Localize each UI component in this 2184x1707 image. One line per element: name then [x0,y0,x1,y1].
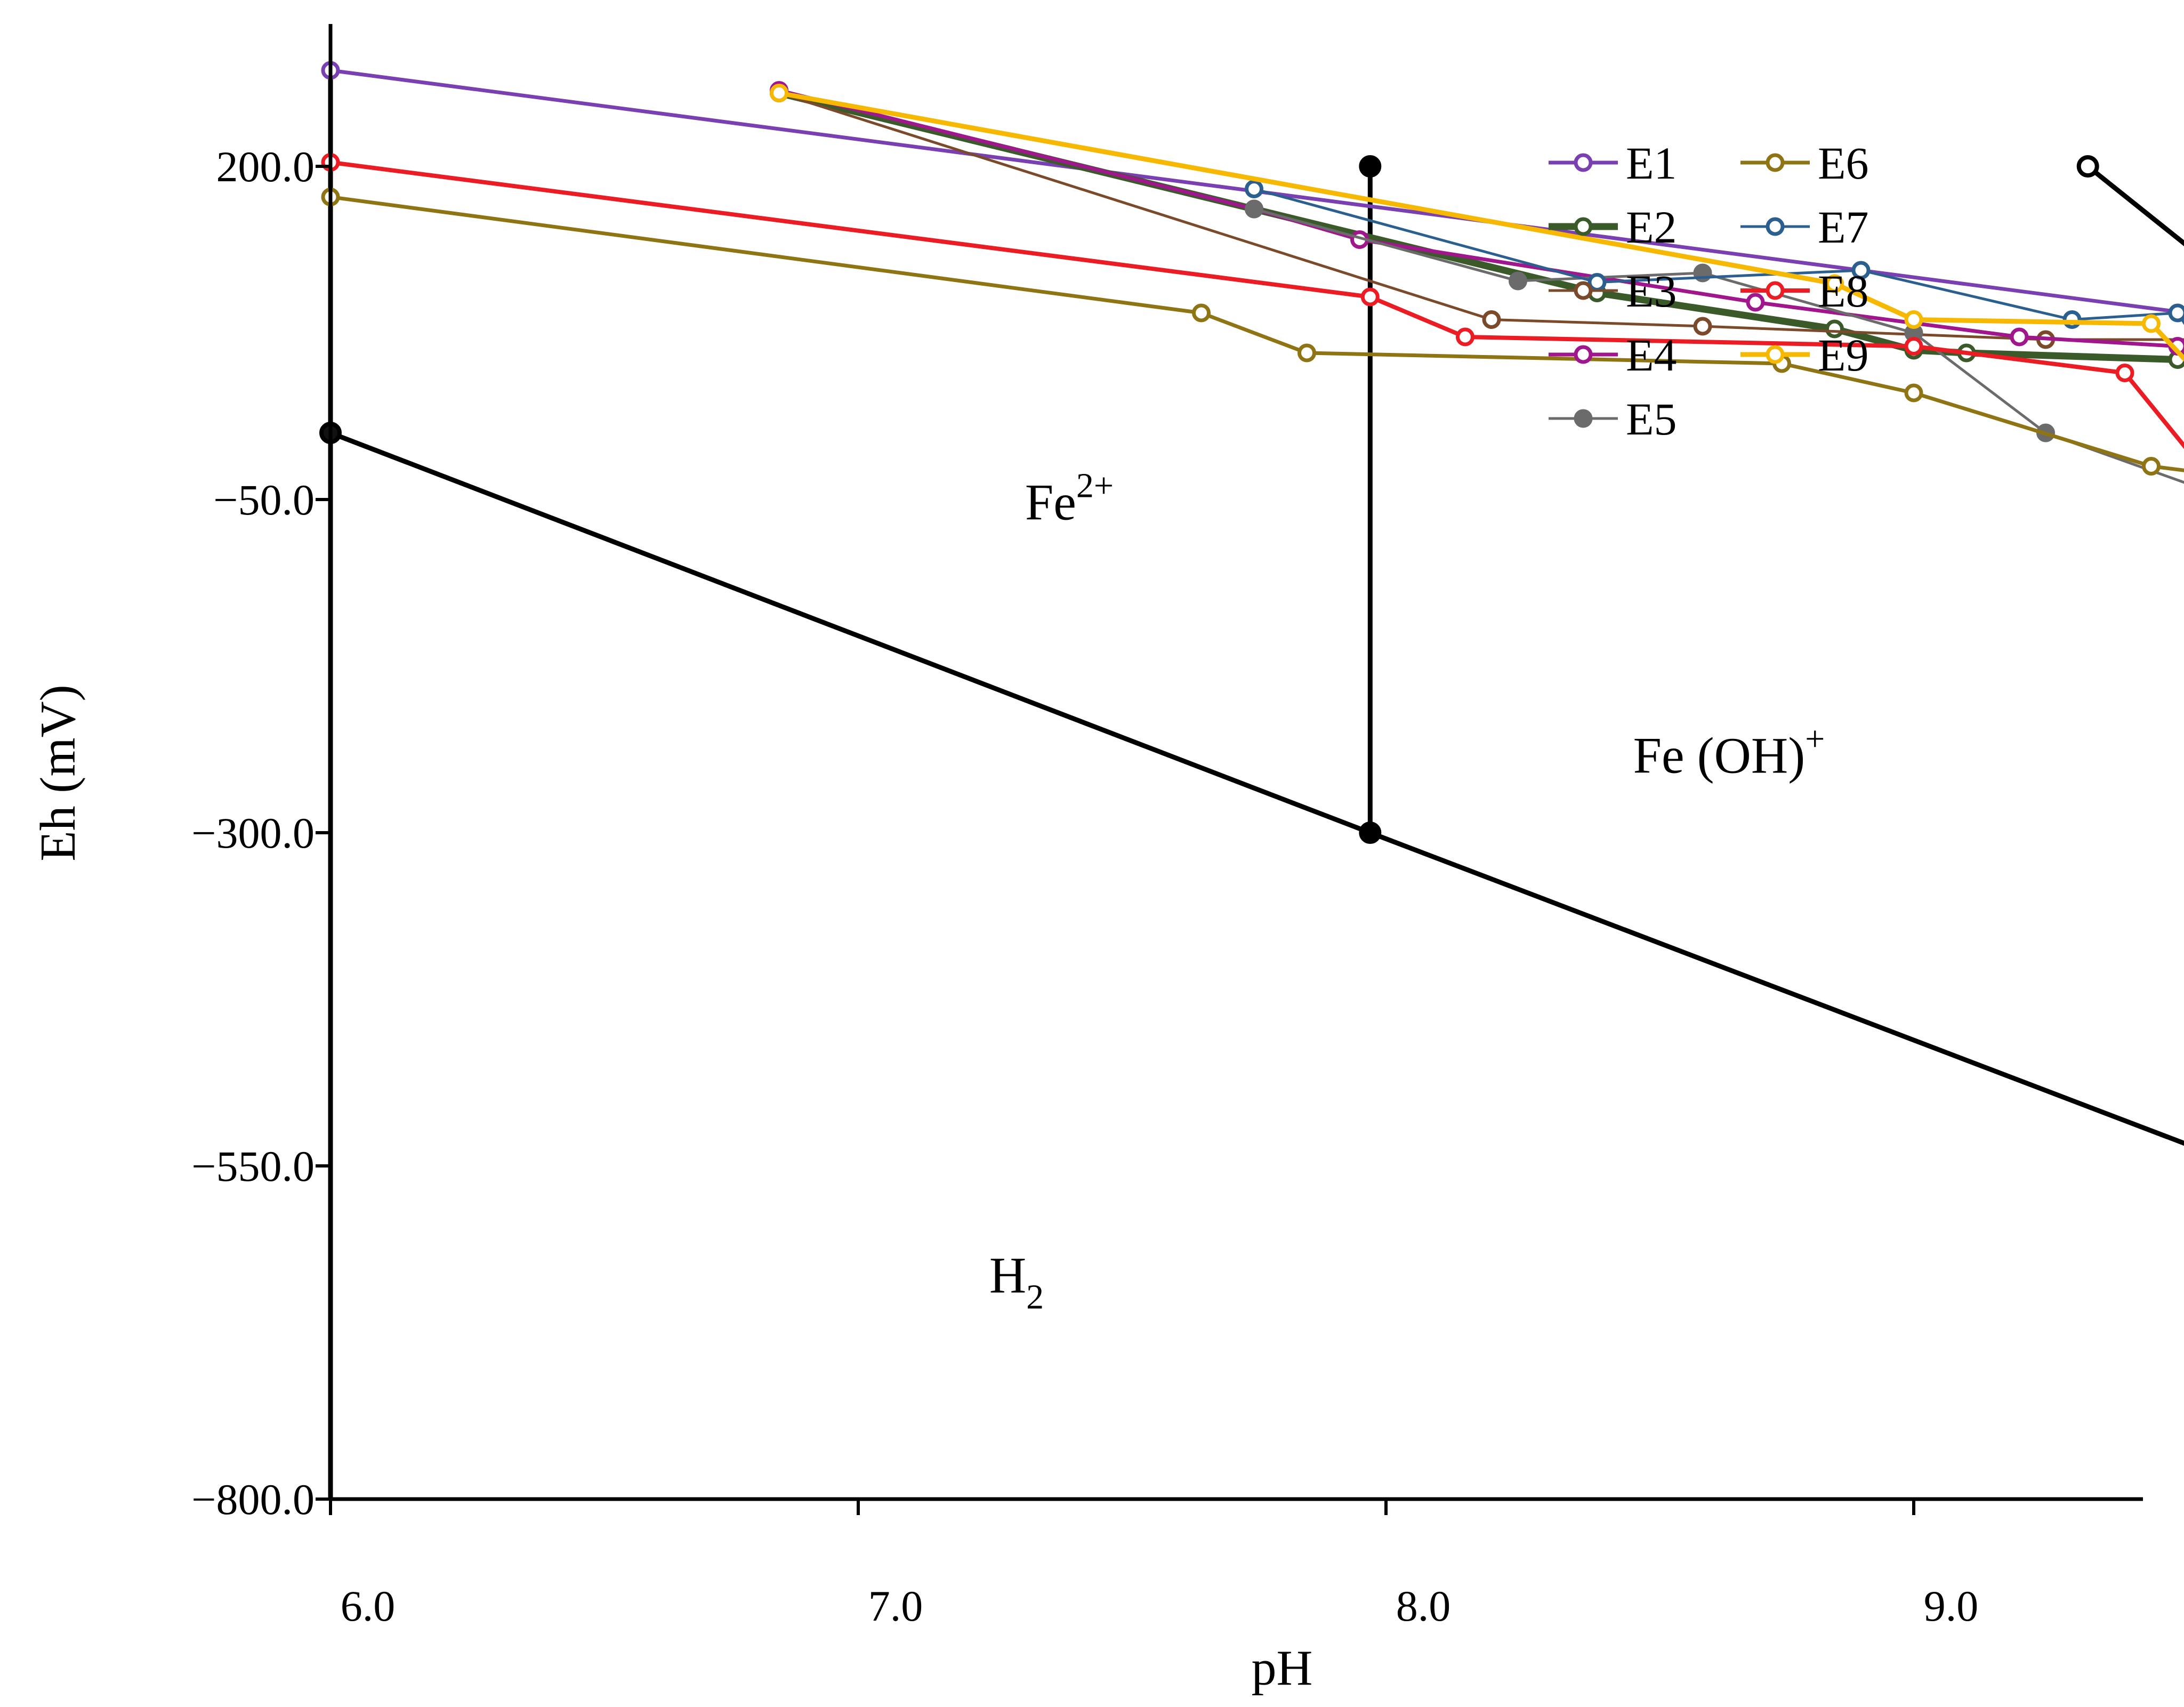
boundary-marker-2 [1359,155,1382,178]
data-series [321,61,2184,484]
legend-item-e7: E7 [1740,202,1869,253]
legend-swatch-marker [1766,281,1785,300]
y-tick-label: −550.0 [191,1142,315,1190]
point-e9-2 [1825,274,1844,293]
legend-item-e9: E9 [1740,329,1869,381]
point-e3-3 [1693,317,1712,336]
point-e4-5 [2010,327,2029,347]
legend-swatch-marker [1574,217,1593,236]
region-label: Fe2+ [1025,466,1114,531]
legend-swatch-marker [1766,153,1785,172]
legend-item-e1: E1 [1549,138,1677,189]
series-line-e3 [778,92,2184,341]
point-e8-4 [1904,337,1923,356]
legend-item-e4: E4 [1549,329,1677,381]
boundary-marker-4 [2076,155,2099,178]
feoh3-upper-boundary [2086,164,2184,247]
legend-item-e8: E8 [1740,265,1869,317]
legend-label: E6 [1818,138,1869,189]
point-e7-4 [2062,310,2082,329]
point-e5-2 [1509,271,1527,291]
legend-swatch-marker [1574,281,1593,300]
region-labels: Fe2+Fe (OH)+Fe(OH)3H2Fe(OH)2 [989,466,1825,1317]
x-tick-label: 6.0 [341,1582,396,1630]
h2-water-boundary [329,430,2184,1146]
legend-swatch-marker [1766,217,1785,236]
legend-swatch-marker [1574,345,1593,364]
point-e6-5 [1904,383,1923,402]
point-e6-6 [2142,457,2161,476]
boundary-marker-3 [1359,822,1382,844]
point-e8-2 [1360,287,1380,307]
series-e5 [1245,199,2184,484]
legend-swatch-marker [1574,153,1593,172]
point-e8-3 [1456,327,1474,347]
y-tick-label: 200.0 [216,142,315,191]
x-tick-label: 9.0 [1924,1582,1979,1630]
series-e9 [770,84,2184,362]
point-e4-4 [1746,293,1765,312]
legend-item-e5: E5 [1549,393,1677,445]
point-e9-3 [1904,310,1923,329]
y-axis-title: Eh (mV) [30,685,86,861]
region-label: Fe (OH)+ [1633,720,1825,784]
point-e7-5 [2168,303,2184,323]
series-line-e5 [1253,207,2184,484]
series-line-e7 [1253,188,2184,325]
axes: 6.07.08.09.010.011.012.0200.0−50.0−300.0… [191,24,2143,1630]
point-e9-4 [2142,314,2161,333]
point-e5-1 [1245,199,1263,219]
legend-label: E9 [1818,329,1869,381]
point-e3-2 [1482,310,1501,329]
region-label: H2 [989,1247,1044,1317]
legend-label: E2 [1626,202,1677,253]
legend-item-e2: E2 [1549,202,1677,253]
legend-label: E4 [1626,329,1677,381]
legend-label: E8 [1818,265,1869,317]
legend-label: E7 [1818,202,1869,253]
boundary-markers [319,155,2099,844]
point-e7-3 [1851,261,1871,280]
legend-label: E5 [1626,393,1677,445]
series-line-e9 [778,91,2184,362]
series-line-e2 [778,90,2178,363]
y-tick-label: −300.0 [191,809,315,857]
y-tick-label: −50.0 [213,476,315,524]
x-axis-title: pH [1252,1640,1313,1696]
legend-label: E1 [1626,138,1677,189]
point-e9-1 [770,84,788,102]
legend-swatch-marker [1574,409,1593,428]
legend-swatch-marker [1766,345,1785,364]
x-tick-label: 7.0 [868,1582,923,1630]
point-e8-5 [2115,364,2134,382]
point-e6-2 [1192,303,1211,323]
legend-item-e3: E3 [1549,265,1677,317]
series-e8 [321,153,2184,449]
y-tick-label: −800.0 [191,1475,315,1524]
point-e6-3 [1297,343,1316,363]
x-tick-label: 8.0 [1396,1582,1451,1630]
point-e7-1 [1245,180,1263,198]
legend-item-e6: E6 [1740,138,1869,189]
legend: E1 E2 E3 E4 E5 E6 E7 E8 E9 [1549,138,1869,445]
series-line-e1 [330,68,2184,315]
legend-label: E3 [1626,265,1677,317]
